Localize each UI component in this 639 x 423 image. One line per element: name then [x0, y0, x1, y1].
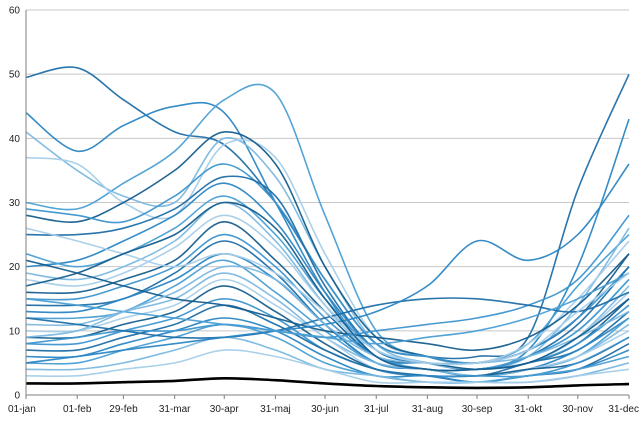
series-line [25, 131, 630, 364]
y-tick-label: 10 [9, 326, 21, 337]
series-line [25, 83, 630, 365]
y-tick-label: 40 [9, 134, 21, 145]
x-tick-label: 30-apr [210, 404, 240, 415]
series-line [25, 278, 630, 378]
series-line [25, 265, 630, 365]
x-tick-label: 31-aug [412, 404, 443, 415]
series-line [25, 163, 630, 364]
series-line [25, 138, 630, 365]
y-tick-label: 60 [9, 6, 21, 17]
x-tick-label: 01-feb [63, 404, 92, 415]
series-line [25, 291, 630, 339]
y-tick-label: 30 [9, 198, 21, 209]
series-lines [25, 66, 630, 384]
y-tick-label: 50 [9, 70, 21, 81]
highlight-series-line [25, 376, 630, 390]
x-tick-label: 31-maj [260, 404, 291, 415]
x-tick-label: 31-mar [159, 404, 191, 415]
x-tick-label: 30-nov [562, 404, 593, 415]
series-line [25, 285, 630, 378]
x-tick-label: 31-jul [364, 404, 388, 415]
y-tick-label: 20 [9, 262, 21, 273]
x-tick-label: 30-jun [311, 404, 339, 415]
axes [25, 10, 630, 399]
x-tick-label: 01-jan [8, 404, 36, 415]
series-line [25, 253, 630, 352]
y-tick-label: 0 [14, 391, 20, 402]
gridlines [26, 9, 629, 332]
x-tick-label: 29-feb [109, 404, 138, 415]
x-tick-label: 30-sep [462, 404, 493, 415]
highlight-series [25, 376, 630, 390]
series-line [25, 201, 630, 372]
x-tick-label: 31-dec [608, 404, 639, 415]
series-line [25, 349, 630, 384]
series-line [25, 175, 630, 371]
x-tick-label: 31-okt [514, 404, 542, 415]
tick-labels: 0 10 20 30 40 50 60 01-jan 01-feb 29-feb 31-mar 30-… [8, 6, 639, 416]
